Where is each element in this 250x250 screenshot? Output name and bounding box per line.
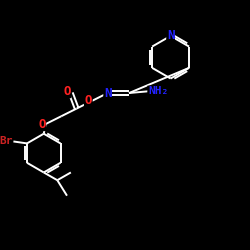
- Text: Br: Br: [0, 136, 12, 146]
- Text: O: O: [84, 94, 92, 107]
- Text: O: O: [38, 118, 46, 130]
- Text: N: N: [104, 86, 112, 100]
- Text: N: N: [167, 30, 174, 43]
- Text: NH₂: NH₂: [148, 86, 168, 96]
- Text: O: O: [63, 84, 71, 98]
